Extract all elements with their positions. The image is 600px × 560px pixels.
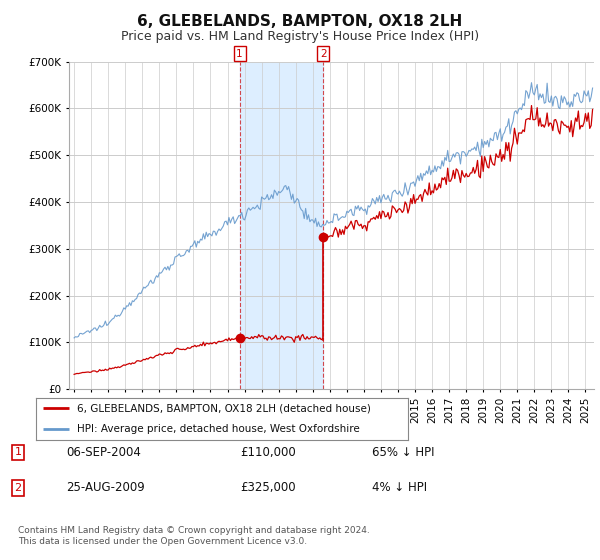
Bar: [239, 62, 323, 389]
Text: £325,000: £325,000: [240, 482, 296, 494]
Text: Contains HM Land Registry data © Crown copyright and database right 2024.
This d: Contains HM Land Registry data © Crown c…: [18, 526, 370, 546]
Text: 2: 2: [14, 483, 22, 493]
Text: 2: 2: [320, 49, 327, 59]
Text: Price paid vs. HM Land Registry's House Price Index (HPI): Price paid vs. HM Land Registry's House …: [121, 30, 479, 43]
Text: 06-SEP-2004: 06-SEP-2004: [66, 446, 141, 459]
Text: 6, GLEBELANDS, BAMPTON, OX18 2LH: 6, GLEBELANDS, BAMPTON, OX18 2LH: [137, 14, 463, 29]
Text: 65% ↓ HPI: 65% ↓ HPI: [372, 446, 434, 459]
Text: 6, GLEBELANDS, BAMPTON, OX18 2LH (detached house): 6, GLEBELANDS, BAMPTON, OX18 2LH (detach…: [77, 403, 371, 413]
Text: 4% ↓ HPI: 4% ↓ HPI: [372, 482, 427, 494]
Text: HPI: Average price, detached house, West Oxfordshire: HPI: Average price, detached house, West…: [77, 424, 359, 434]
Text: 1: 1: [14, 447, 22, 458]
Text: 25-AUG-2009: 25-AUG-2009: [66, 482, 145, 494]
Text: 1: 1: [236, 49, 243, 59]
Text: £110,000: £110,000: [240, 446, 296, 459]
